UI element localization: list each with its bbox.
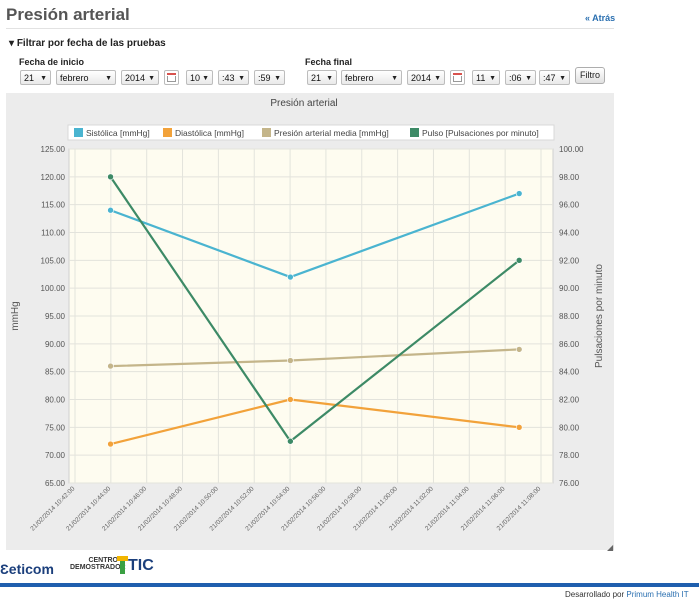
back-link[interactable]: « Atrás [585, 13, 616, 23]
chart-title: Presión arterial [270, 98, 338, 109]
start-month-select[interactable]: febrero ▼ [56, 70, 116, 85]
start-day-select[interactable]: 21 ▼ [20, 70, 51, 85]
end-month-select[interactable]: febrero ▼ [341, 70, 402, 85]
page-title: Presión arterial [6, 5, 130, 24]
start-date-label: Fecha de inicio [19, 57, 85, 67]
centro-demostrador-logo: CENTRO DEMOSTRADOR [70, 557, 126, 571]
collapse-triangle-icon: ▾ [9, 38, 15, 49]
start-hour-select[interactable]: 10 ▼ [186, 70, 213, 85]
end-calendar-icon[interactable] [450, 70, 465, 85]
start-second-select[interactable]: :59 ▼ [254, 70, 285, 85]
tic-logo: TIC [128, 557, 154, 574]
start-year-select[interactable]: 2014 ▼ [121, 70, 159, 85]
resize-handle-icon[interactable]: ◢ [607, 543, 614, 552]
start-minute-select[interactable]: :43 ▼ [218, 70, 249, 85]
end-minute-select[interactable]: :06 ▼ [505, 70, 536, 85]
primum-link[interactable]: Primum Health IT [626, 590, 689, 599]
end-second-select[interactable]: :47 ▼ [539, 70, 570, 85]
filter-section-title: Filtrar por fecha de las pruebas [16, 38, 166, 49]
tic-emblem-icon [117, 556, 128, 574]
end-year-select[interactable]: 2014 ▼ [407, 70, 445, 85]
eticom-logo: Ɛeticom [0, 561, 54, 577]
end-date-label: Fecha final [305, 57, 353, 67]
end-hour-select[interactable]: 11 ▼ [472, 70, 500, 85]
start-calendar-icon[interactable] [164, 70, 179, 85]
title-divider [6, 28, 614, 29]
end-day-select[interactable]: 21 ▼ [307, 70, 337, 85]
chart-panel [6, 93, 614, 550]
filter-section-header[interactable]: ▾ Filtrar por fecha de las pruebas [9, 38, 166, 49]
filter-button[interactable]: Filtro [575, 67, 605, 84]
footer-credit: Desarrollado por Primum Health IT [565, 590, 689, 599]
footer-bar [0, 583, 699, 587]
